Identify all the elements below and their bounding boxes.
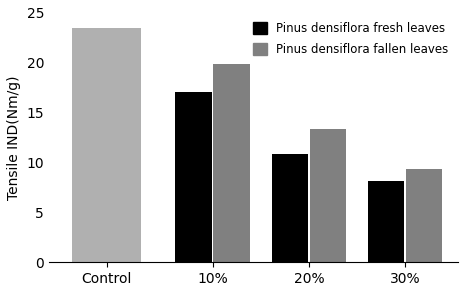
Bar <box>406 169 442 262</box>
Bar <box>175 92 212 262</box>
Bar <box>213 64 250 262</box>
Bar <box>310 130 346 262</box>
Bar <box>72 28 141 262</box>
Y-axis label: Tensile IND(Nm/g): Tensile IND(Nm/g) <box>7 75 21 200</box>
Legend: Pinus densiflora fresh leaves, Pinus densiflora fallen leaves: Pinus densiflora fresh leaves, Pinus den… <box>249 18 452 60</box>
Bar <box>272 154 308 262</box>
Bar <box>368 181 405 262</box>
